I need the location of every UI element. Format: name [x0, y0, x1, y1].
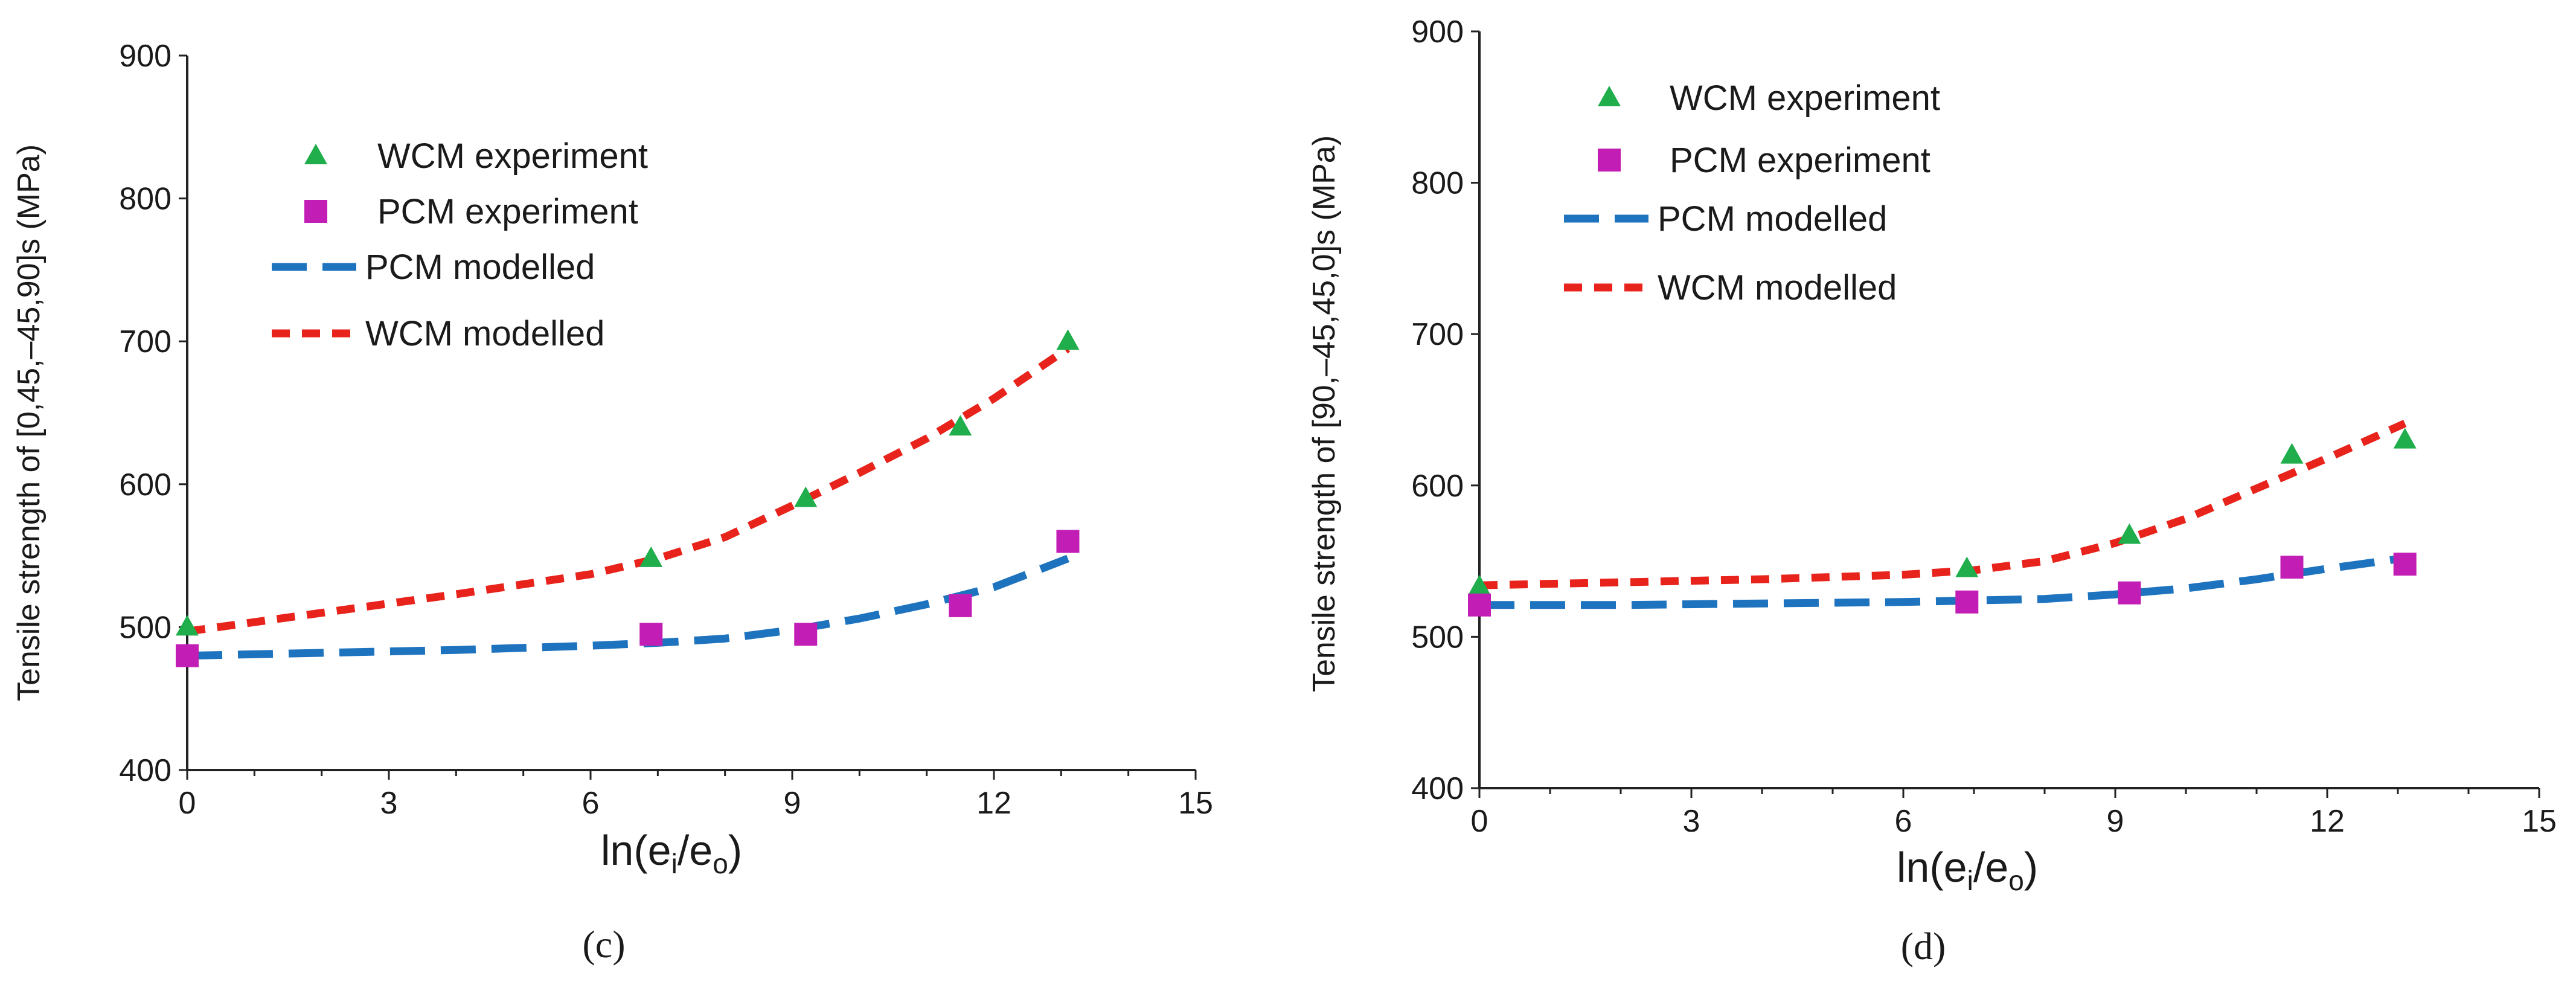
y-tick-label-d: 400 — [1411, 771, 1464, 806]
legend-label-c: PCM experiment — [377, 192, 638, 231]
x-tick-label-d: 12 — [2310, 804, 2345, 839]
legend-marker-d — [1598, 149, 1621, 172]
square-point-c — [949, 594, 972, 617]
legend-marker-c — [304, 144, 327, 164]
triangle-point-d — [1955, 556, 1979, 577]
y-tick-label-c: 800 — [119, 182, 171, 217]
triangle-point-d — [2280, 443, 2304, 464]
triangle-point-c — [794, 486, 818, 507]
series-line-d-3 — [1479, 420, 2407, 589]
x-tick-label-d: 0 — [1471, 804, 1488, 839]
y-tick-label-c: 900 — [119, 39, 171, 74]
x-tick-label-d: 3 — [1683, 804, 1700, 839]
square-point-c — [176, 644, 199, 667]
y-tick-label-c: 400 — [119, 753, 171, 788]
square-point-d — [2280, 556, 2304, 579]
legend-c: WCM experiment PCM experiment PCM modelled… — [272, 136, 648, 353]
x-tick-label-c: 6 — [582, 786, 600, 821]
series-line-c-3 — [187, 345, 1071, 635]
series-line-c-2 — [187, 554, 1069, 660]
marks-d — [1468, 420, 2417, 617]
square-point-d — [1468, 593, 1491, 617]
y-tick-label-c: 600 — [119, 467, 171, 502]
x-axis-label-c: ln(ei/eo) — [601, 827, 742, 879]
legend-marker-c — [304, 200, 327, 223]
caption-c: (c) — [582, 923, 625, 966]
square-point-d — [2393, 553, 2417, 576]
y-tick-label-d: 700 — [1411, 317, 1464, 352]
y-tick-label-c: 700 — [119, 324, 171, 359]
x-tick-label-c: 9 — [784, 786, 801, 821]
square-point-c — [794, 623, 818, 646]
y-tick-label-d: 600 — [1411, 469, 1464, 504]
triangle-point-c — [639, 546, 663, 567]
y-tick-label-d: 800 — [1411, 166, 1464, 201]
legend-label-c: WCM modelled — [365, 314, 604, 353]
triangle-point-d — [2393, 428, 2417, 449]
x-tick-label-d: 6 — [1895, 804, 1912, 839]
x-tick-label-c: 15 — [1178, 786, 1213, 821]
square-point-d — [1955, 590, 1979, 614]
x-axis-label-d: ln(ei/eo) — [1897, 844, 2038, 896]
caption-d: (d) — [1901, 925, 1946, 968]
chart-panel-c: 400 500 600 700 800 900 0 3 6 9 12 15 WCM experimen… — [11, 39, 1213, 966]
triangle-point-c — [1056, 329, 1080, 350]
marks-c — [176, 329, 1080, 667]
square-point-d — [2118, 581, 2141, 605]
legend-d: WCM experiment PCM experiment PCM modelled… — [1564, 79, 1940, 307]
legend-marker-d — [1598, 86, 1621, 106]
y-tick-label-d: 900 — [1411, 14, 1464, 50]
y-tick-label-c: 500 — [119, 610, 171, 645]
axes-c: 400 500 600 700 800 900 0 3 6 9 12 15 — [119, 39, 1213, 821]
series-line-d-2 — [1479, 554, 2406, 609]
legend-label-d: WCM modelled — [1658, 268, 1897, 307]
y-axis-label-c: Tensile strength of [0,45,–45,90]s (MPa) — [11, 144, 46, 701]
legend-label-c: PCM modelled — [365, 248, 595, 287]
legend-label-d: PCM experiment — [1670, 141, 1930, 180]
triangle-point-c — [176, 615, 199, 636]
x-tick-label-d: 9 — [2107, 804, 2124, 839]
square-point-c — [1056, 530, 1080, 553]
chart-panel-d: 400 500 600 700 800 900 0 3 6 9 12 15 WCM experimen… — [1307, 14, 2557, 968]
y-tick-label-d: 500 — [1411, 620, 1464, 655]
y-axis-label-d: Tensile strength of [90,–45,45,0]s (MPa) — [1307, 135, 1342, 692]
x-tick-label-c: 3 — [380, 786, 398, 821]
triangle-point-d — [1468, 574, 1491, 595]
x-tick-label-d: 15 — [2522, 804, 2557, 839]
legend-label-d: WCM experiment — [1670, 79, 1940, 118]
x-tick-label-c: 0 — [179, 786, 196, 821]
triangle-point-c — [949, 415, 972, 436]
legend-label-c: WCM experiment — [377, 136, 648, 176]
legend-label-d: PCM modelled — [1658, 199, 1887, 239]
x-tick-label-c: 12 — [976, 786, 1011, 821]
square-point-c — [639, 623, 663, 646]
axes-d: 400 500 600 700 800 900 0 3 6 9 12 15 — [1411, 14, 2557, 839]
triangle-point-d — [2118, 523, 2141, 544]
